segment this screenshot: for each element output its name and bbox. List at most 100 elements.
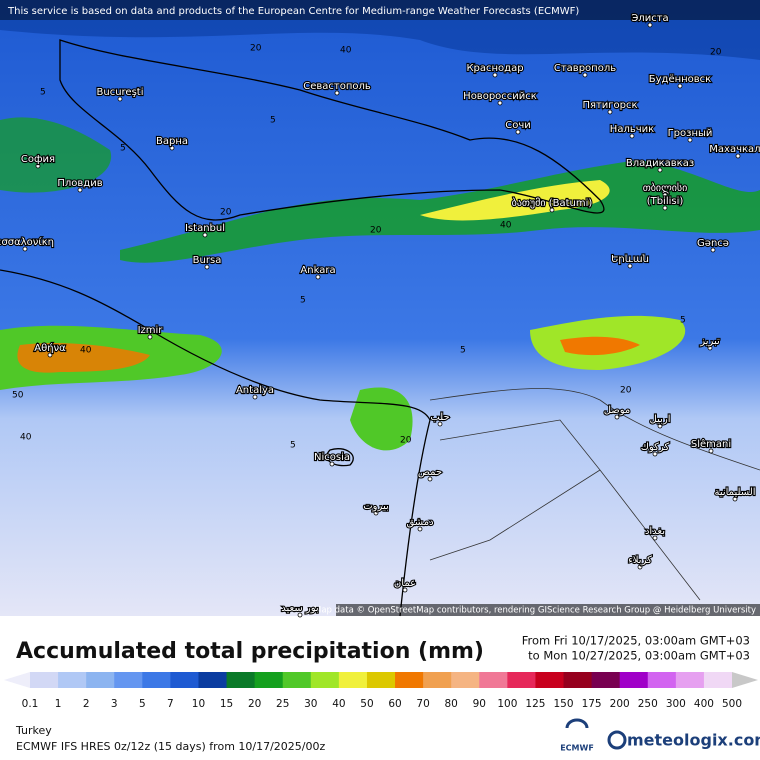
colorbar-cell (479, 672, 508, 688)
colorbar-tick-label: 70 (416, 698, 429, 710)
contour-label: 20 (250, 44, 262, 54)
colorbar-tick-label: 15 (220, 698, 233, 710)
city-dot (492, 72, 498, 78)
colorbar-cell (507, 672, 536, 688)
colorbar-tick-label: 10 (192, 698, 205, 710)
city-dot (202, 232, 208, 238)
colorbar-tick-label: 300 (666, 698, 686, 710)
colorbar-tick-label: 250 (638, 698, 658, 710)
contour-label: 5 (300, 296, 306, 306)
city-label: (Tbilisi) (647, 196, 684, 207)
city-dot (614, 414, 620, 420)
contour-label: 20 (370, 226, 382, 236)
colorbar: 0.1 1 2 3 5 7 10 15 20 25 30 40 50 60 70 80 90 100 125 150 1… (4, 672, 758, 710)
city-label: Istanbul (185, 223, 225, 234)
city-label: Bursa (193, 255, 222, 266)
attribution: Map data © OpenStreetMap contributors, r… (314, 606, 756, 616)
colorbar-cell (226, 672, 256, 688)
city-label: Slêmani (691, 438, 731, 450)
precip-area (0, 0, 760, 60)
city-label: Bucureşti (97, 87, 144, 98)
colorbar-tick-label: 500 (722, 698, 742, 710)
brand-icon (607, 730, 627, 750)
contour-label: 20 (400, 436, 412, 446)
city-dot (147, 334, 153, 340)
colorbar-tick-label: 200 (610, 698, 630, 710)
city-dot (662, 205, 668, 211)
city-dot (687, 137, 693, 143)
city-label: Варна (156, 136, 188, 147)
precip-area (0, 117, 112, 193)
city-dot (417, 526, 423, 532)
colorbar-tick-label: 1 (55, 698, 62, 710)
city-label: دمشق (406, 517, 433, 528)
city-dot (373, 510, 379, 516)
city-dot (427, 476, 433, 482)
colorbar-cell (338, 672, 368, 688)
contour-label: 5 (40, 88, 46, 98)
city-label: Izmir (138, 325, 164, 336)
colorbar-tick-label: 40 (332, 698, 345, 710)
brand: meteologix.com (627, 731, 760, 750)
city-label: Antalya (236, 385, 274, 396)
city-label: كركوك (641, 442, 670, 453)
contour-label: 40 (80, 346, 92, 356)
colorbar-cell (675, 672, 705, 688)
colorbar-cell (591, 672, 621, 688)
city-dot (627, 263, 633, 269)
city-dot (647, 22, 653, 28)
colorbar-tick-label: 5 (139, 698, 146, 710)
city-label: Новороссийск (463, 91, 537, 102)
city-label: حلب (430, 412, 449, 423)
contour-label: 20 (620, 386, 632, 396)
city-dot (204, 264, 210, 270)
city-dot (549, 207, 555, 213)
ecmwf-logo: ECMWF (560, 744, 594, 753)
colorbar-tick-label: 400 (694, 698, 714, 710)
colorbar-cell (142, 672, 171, 688)
contour-label: 5 (270, 116, 276, 126)
map: This service is based on data and produc… (0, 0, 760, 617)
city-dot (629, 133, 635, 139)
coastline (59, 39, 605, 221)
colorbar-cell (647, 672, 677, 688)
city-dot (657, 167, 663, 173)
city-dot (607, 109, 613, 115)
colorbar-cell (451, 672, 480, 688)
contour-label: 5 (460, 346, 466, 356)
city-dot (315, 274, 321, 280)
colorbar-tick-label: 175 (582, 698, 602, 710)
date-from: From Fri 10/17/2025, 03:00am GMT+03 (522, 634, 750, 648)
city-label: София (21, 154, 55, 165)
colorbar-cell (282, 672, 312, 688)
city-label: Севастополь (303, 81, 371, 92)
colorbar-tick-label: 3 (111, 698, 118, 710)
contour-label: 20 (220, 208, 232, 218)
city-dot (652, 535, 658, 541)
city-dot (662, 192, 668, 198)
city-label: Будённовск (649, 74, 711, 85)
contour-label: 20 (710, 48, 722, 58)
colorbar-cell (423, 672, 452, 688)
colorbar-cell (86, 672, 115, 688)
city-label: بيروت (363, 501, 389, 512)
city-label: εσσαλονίκη (0, 236, 54, 248)
ecmwf-icon (565, 718, 589, 729)
colorbar-tick-label: 20 (248, 698, 261, 710)
city-label: Краснодар (466, 63, 523, 74)
city-label: عمان (394, 578, 416, 589)
city-label: بور سعيد (281, 603, 318, 614)
notice: This service is based on data and produc… (7, 6, 579, 17)
city-dot (297, 612, 303, 618)
city-label: اربيل (650, 414, 671, 425)
precip-area (560, 336, 640, 356)
colorbar-tick-label: 50 (360, 698, 373, 710)
city-dot (582, 72, 588, 78)
city-label: Αθήνα (34, 342, 66, 354)
city-label: Грозный (668, 128, 713, 139)
region: Turkey (15, 724, 52, 737)
city-dot (652, 451, 658, 457)
colorbar-tick-label: 60 (388, 698, 401, 710)
city-dot (117, 96, 123, 102)
colorbar-cell (198, 672, 228, 688)
